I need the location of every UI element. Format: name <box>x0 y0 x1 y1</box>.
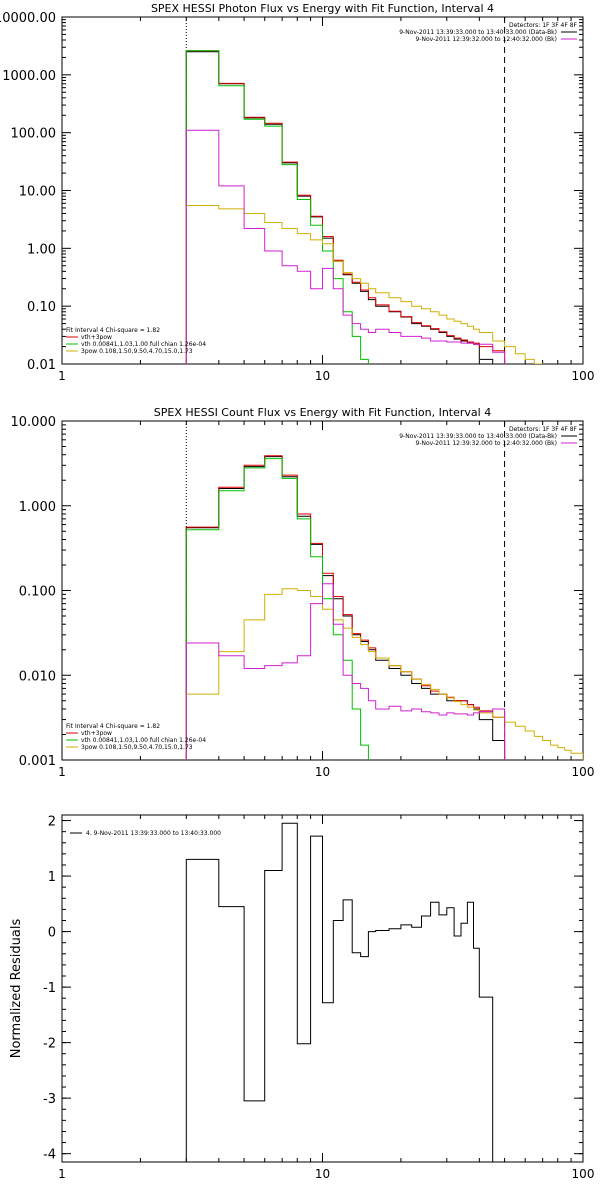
x-tick-label: 1 <box>58 1167 66 1181</box>
y-tick-label: 2 <box>48 815 56 830</box>
chart-title: SPEX HESSI Photon Flux vs Energy with Fi… <box>151 2 494 15</box>
x-tick-label: 1 <box>58 765 66 779</box>
legend-text: Detectors: 1F 3F 4F 8F <box>509 22 578 29</box>
y-tick-label: 0.10 <box>27 300 56 315</box>
x-tick-label: 10 <box>315 369 330 383</box>
x-tick-label: 100 <box>572 765 595 779</box>
chart-panel-3: 1 10 100 -4 -3 -2 -1 0 1 2 Normalized Residuals 4. … <box>9 814 595 1181</box>
series-line-1 <box>185 456 506 760</box>
series-group <box>185 455 583 760</box>
series-line-4 <box>185 588 583 760</box>
y-axis-label: Normalized Residuals <box>9 919 24 1059</box>
series-group <box>185 822 494 1162</box>
series-line-3 <box>185 50 369 364</box>
legend-text: 3pow 0.108,1.50,9.50,4.70,15.0,1.73 <box>81 744 193 751</box>
series-line-2 <box>185 455 506 760</box>
y-tick-label: 0.01 <box>27 358 56 373</box>
legend-text: 9-Nov-2011 12:39:32.000 to 12:40:32.000 … <box>415 440 557 447</box>
legend-text: 9-Nov-2011 12:39:32.000 to 12:40:32.000 … <box>415 36 557 43</box>
y-tick-label: 1.00 <box>27 242 56 257</box>
legend-text: vth+3pow <box>81 730 112 737</box>
y-tick-label: -4 <box>43 1148 56 1163</box>
y-tick-label: 10.000 <box>11 415 57 430</box>
series-line-2 <box>185 50 506 364</box>
legend-text: 9-Nov-2011 13:39:33.000 to 13:40:33.000 … <box>399 29 557 36</box>
y-tick-label: 0.100 <box>19 585 56 600</box>
y-tick-label: -1 <box>43 981 56 996</box>
chart-panel-1: SPEX HESSI Photon Flux vs Energy with Fi… <box>0 2 595 383</box>
chart-panel-2: SPEX HESSI Count Flux vs Energy with Fit… <box>11 406 595 779</box>
series-line-5 <box>185 583 506 760</box>
legend-text: 4. 9-Nov-2011 13:39:33.000 to 13:40:33.0… <box>86 830 221 837</box>
y-tick-label: 0.010 <box>19 669 56 684</box>
series-line-1 <box>185 51 494 364</box>
y-tick-label: 1 <box>48 870 56 885</box>
x-tick-label: 100 <box>572 1167 595 1181</box>
series-line-5 <box>185 129 506 364</box>
x-tick-label: 1 <box>58 369 66 383</box>
y-tick-label: 10.00 <box>19 185 56 200</box>
x-tick-label: 100 <box>572 369 595 383</box>
chart-title: SPEX HESSI Count Flux vs Energy with Fit… <box>154 406 491 419</box>
series-line-4 <box>185 205 544 364</box>
x-tick-label: 10 <box>315 1167 330 1181</box>
y-tick-label: 0 <box>48 926 56 941</box>
legend-text: Fit Interval 4 Chi-square = 1.82 <box>66 723 160 730</box>
y-tick-label: 1.000 <box>19 500 56 515</box>
y-tick-label: 100.00 <box>11 127 57 142</box>
legend-text: vth 0.00841,1.03,1.00 full chian 1.26e-0… <box>81 341 206 348</box>
legend-text: 9-Nov-2011 13:39:33.000 to 13:40:33.000 … <box>399 433 557 440</box>
y-tick-label: -3 <box>43 1092 56 1107</box>
series-line-1 <box>185 822 494 1162</box>
x-tick-label: 10 <box>315 765 330 779</box>
legend-text: 3pow 0.108,1.50,9.50,4.70,15.0,1.73 <box>81 348 193 355</box>
series-line-3 <box>185 458 369 760</box>
legend-text: Detectors: 1F 3F 4F 8F <box>509 426 578 433</box>
legend-text: Fit Interval 4 Chi-square = 1.82 <box>66 327 160 334</box>
y-tick-label: 1000.00 <box>2 69 56 84</box>
series-group <box>185 50 544 364</box>
y-tick-label: 0.001 <box>19 754 56 769</box>
legend-text: vth 0.00841,1.03,1.00 full chian 1.26e-0… <box>81 737 206 744</box>
y-tick-label: 10000.00 <box>0 11 56 26</box>
y-tick-label: -2 <box>43 1037 56 1052</box>
legend-text: vth+3pow <box>81 334 112 341</box>
